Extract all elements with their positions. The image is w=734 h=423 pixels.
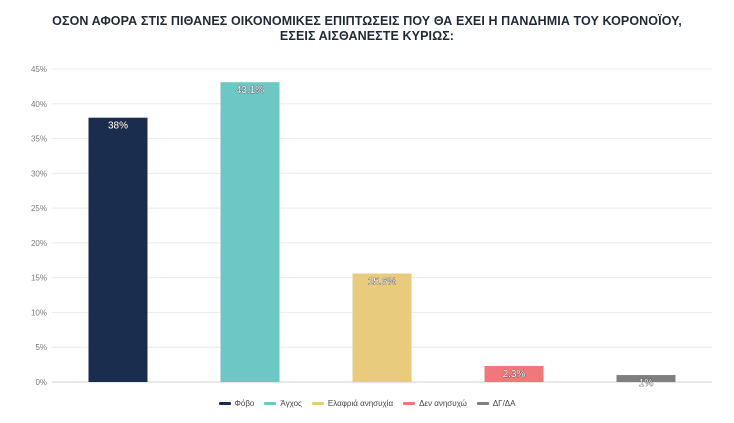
chart-title-line-2: ΕΣΕΙΣ ΑΙΣΘΑΝΕΣΤΕ ΚΥΡΙΩΣ:: [279, 29, 455, 43]
bar: [220, 82, 280, 383]
y-tick-label: 15%: [31, 274, 47, 283]
data-label: 43.1%: [236, 85, 264, 96]
legend-swatch: [476, 402, 489, 405]
legend-swatch: [218, 402, 231, 405]
y-tick-label: 10%: [31, 308, 47, 317]
bar: [484, 366, 544, 382]
y-tick-label: 40%: [31, 100, 47, 109]
bars: [88, 82, 676, 383]
y-axis: 0% 5% 10% 15% 20% 25% 30% 35% 40% 45%: [31, 65, 47, 387]
legend-label: Δεν ανησυχώ: [419, 399, 467, 408]
y-tick-label: 20%: [31, 239, 47, 248]
chart-title-line-1: ΟΣΟΝ ΑΦΟΡΑ ΣΤΙΣ ΠΙΘΑΝΕΣ ΟΙΚΟΝΟΜΙΚΕΣ ΕΠΙΠ…: [52, 14, 682, 28]
legend-item: Δεν ανησυχώ: [403, 399, 467, 408]
y-tick-label: 45%: [31, 65, 47, 74]
data-label: 1%: [639, 378, 654, 389]
y-tick-label: 35%: [31, 135, 47, 144]
bar: [88, 117, 148, 382]
data-label: 15.6%: [368, 276, 396, 287]
legend-label: ΔΓ/ΔΑ: [492, 399, 516, 408]
data-labels: 38% 43.1% 15.6% 2.3% 1%: [108, 85, 654, 389]
legend-item: Φόβο: [218, 399, 255, 408]
bar: [616, 375, 676, 382]
y-tick-label: 25%: [31, 204, 47, 213]
y-tick-label: 5%: [35, 343, 47, 352]
legend-label: Άγχος: [280, 399, 302, 408]
legend: Φόβο Άγχος Ελαφριά ανησυχία Δεν ανησυχώ ΔΓ/Δ…: [0, 398, 734, 408]
y-tick-label: 30%: [31, 169, 47, 178]
legend-label: Φόβο: [234, 399, 255, 408]
chart-title: ΟΣΟΝ ΑΦΟΡΑ ΣΤΙΣ ΠΙΘΑΝΕΣ ΟΙΚΟΝΟΜΙΚΕΣ ΕΠΙΠ…: [0, 14, 734, 44]
legend-item: Άγχος: [264, 399, 302, 408]
data-label: 2.3%: [503, 369, 526, 380]
legend-swatch: [403, 402, 416, 405]
legend-item: Ελαφριά ανησυχία: [311, 399, 394, 408]
y-tick-label: 0%: [35, 378, 47, 387]
data-label: 38%: [108, 121, 128, 132]
legend-label: Ελαφριά ανησυχία: [327, 399, 394, 408]
bar: [352, 273, 412, 382]
legend-item: ΔΓ/ΔΑ: [476, 399, 516, 408]
legend-swatch: [311, 402, 324, 405]
legend-swatch: [264, 402, 277, 405]
gridlines: [52, 68, 712, 383]
